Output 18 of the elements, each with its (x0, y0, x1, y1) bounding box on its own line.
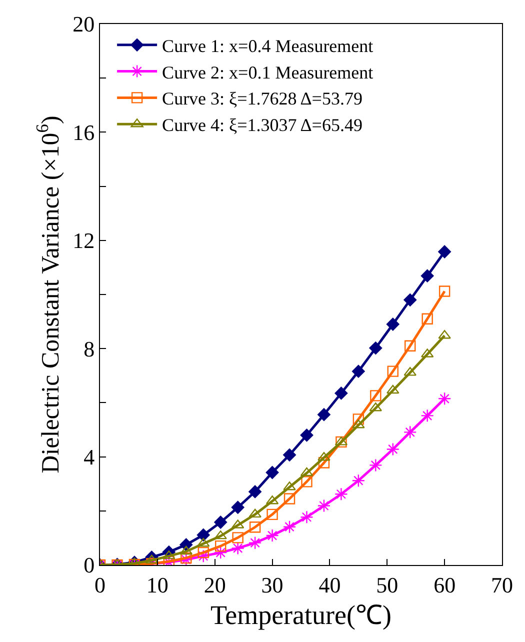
legend-label: Curve 1: x=0.4 Measurement (162, 36, 374, 56)
y-tick-label: 4 (84, 444, 95, 470)
y-tick-label: 16 (72, 120, 95, 145)
x-tick-label: 10 (146, 572, 168, 598)
x-axis-title: Temperature(℃) (210, 600, 392, 630)
legend-label: Curve 4: ξ=1.3037 Δ=65.49 (162, 115, 362, 136)
x-tick-label: 60 (434, 572, 456, 598)
y-tick-label: 20 (72, 12, 95, 37)
y-tick-label: 12 (72, 228, 95, 254)
legend-label: Curve 3: ξ=1.7628 Δ=53.79 (162, 88, 362, 109)
x-tick-label: 40 (318, 572, 341, 598)
x-tick-label: 30 (261, 572, 284, 598)
x-tick-label: 70 (491, 572, 513, 598)
x-tick-label: 50 (376, 572, 398, 598)
x-tick-label: 20 (204, 572, 226, 598)
y-tick-label: 0 (84, 552, 95, 578)
legend-label: Curve 2: x=0.1 Measurement (162, 62, 374, 82)
y-tick-label: 8 (84, 336, 95, 362)
